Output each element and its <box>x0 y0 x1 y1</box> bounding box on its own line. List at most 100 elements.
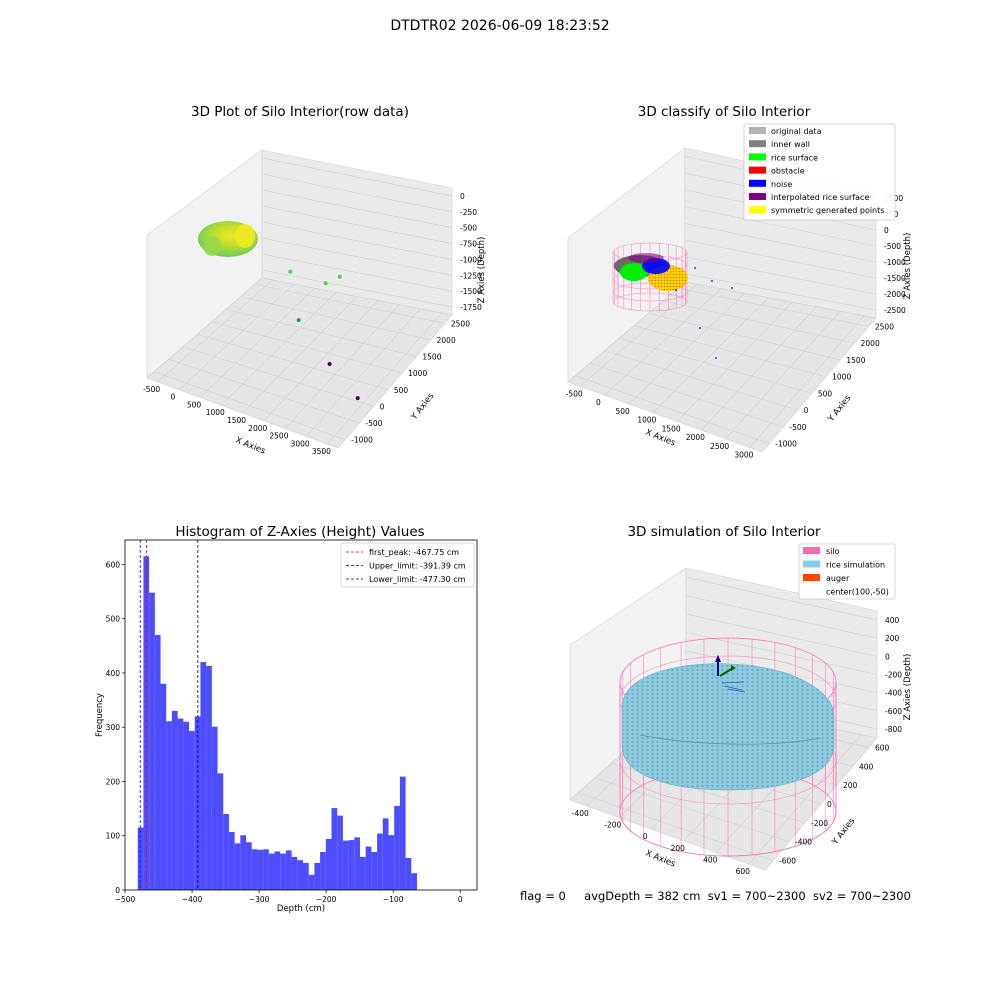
hist-legend-label: first_peak: -467.75 cm <box>369 548 459 557</box>
hist-bar <box>189 731 195 890</box>
classify-z-tick: -500 <box>884 242 901 251</box>
hist-xlabel: Depth (cm) <box>277 904 325 914</box>
hist-bar <box>183 721 190 890</box>
simulation-title: 3D simulation of Silo Interior <box>627 524 821 540</box>
raw-xlabel: X Axies <box>234 436 267 457</box>
classify-x-tick: 500 <box>615 407 630 416</box>
simulation-y-tick: 0 <box>827 800 832 809</box>
simulation-legend: silo rice simulation auger center(100,-50) <box>798 543 896 600</box>
raw-outlier-point <box>288 269 293 274</box>
raw-x-tick: 2500 <box>269 432 288 441</box>
raw-x-tick: 3500 <box>312 447 331 456</box>
simulation-z-tick: -400 <box>885 689 902 698</box>
panel-histogram: Histogram of Z-Axies (Height) Values −50… <box>95 524 478 914</box>
hist-bar <box>371 852 378 890</box>
hist-bar <box>342 840 349 890</box>
hist-bar <box>228 831 235 890</box>
raw-y-tick: 1000 <box>408 369 427 378</box>
classify-legend-label: noise <box>771 180 792 189</box>
raw-z-tick: 0 <box>460 192 465 201</box>
classify-x-tick: 1000 <box>637 416 656 425</box>
classify-y-tick: 2000 <box>861 339 880 348</box>
raw-x-tick: 1000 <box>206 408 225 417</box>
hist-bar <box>354 837 360 890</box>
simulation-x-tick: 400 <box>703 856 718 865</box>
classify-x-tick: 1500 <box>662 424 681 433</box>
hist-x-tick: −500 <box>115 895 136 904</box>
classify-legend-swatch <box>749 166 766 174</box>
simulation-y-tick: 600 <box>875 743 890 752</box>
classify-legend-label: rice surface <box>771 153 818 162</box>
status-sv2: sv2 = 700~2300 <box>812 889 911 903</box>
hist-bar <box>337 815 343 890</box>
classify-legend: original data inner wall rice surface obsta… <box>743 123 896 221</box>
hist-legend-label: Upper_limit: -391.39 cm <box>369 562 466 571</box>
hist-bar <box>194 716 201 890</box>
hist-bar <box>137 827 144 890</box>
simulation-x-tick: 200 <box>671 844 686 853</box>
hist-bar <box>405 857 412 890</box>
hist-y-tick: 0 <box>115 886 120 895</box>
classify-y-tick: 0 <box>804 406 809 415</box>
hist-bar <box>325 838 332 890</box>
simulation-y-tick: -600 <box>779 857 796 866</box>
hist-bar <box>251 849 258 890</box>
classify-noise-point <box>694 267 696 269</box>
hist-bar <box>166 721 172 890</box>
raw-z-tick: -500 <box>460 224 477 233</box>
hist-bar <box>171 710 178 890</box>
raw-x-tick: 2000 <box>248 424 267 433</box>
classify-title: 3D classify of Silo Interior <box>638 104 811 120</box>
classify-legend-swatch <box>749 140 766 148</box>
hist-bar <box>149 592 155 890</box>
classify-x-tick: 2000 <box>686 433 705 442</box>
hist-x-tick: −200 <box>316 895 337 904</box>
simulation-y-tick: -400 <box>795 838 812 847</box>
classify-z-tick: -2500 <box>884 306 906 315</box>
hist-bar <box>308 874 315 890</box>
simulation-y-tick: -200 <box>811 819 828 828</box>
raw-y-tick: 0 <box>380 402 385 411</box>
hist-y-tick: 400 <box>106 669 121 678</box>
hist-bar <box>200 662 207 890</box>
hist-bar <box>211 726 218 890</box>
hist-frame <box>124 539 478 891</box>
hist-legend-label: Lower_limit: -477.30 cm <box>369 575 466 584</box>
simulation-z-tick: -600 <box>885 707 902 716</box>
raw-z-tick: -1000 <box>460 255 482 264</box>
classify-noise-point <box>711 280 713 282</box>
hist-bar <box>291 856 298 890</box>
simulation-legend-label: center(100,-50) <box>826 588 889 597</box>
hist-y-tick: 300 <box>106 723 121 732</box>
simulation-legend-label: silo <box>826 547 840 556</box>
raw-y-tick: 1500 <box>422 353 441 362</box>
simulation-auger <box>715 655 746 693</box>
simulation-legend-swatch <box>803 560 820 568</box>
hist-bar <box>365 846 372 890</box>
classify-legend-swatch <box>749 153 766 161</box>
simulation-x-tick: -400 <box>572 809 589 818</box>
hist-bar <box>388 835 395 890</box>
simulation-zlabel: Z Axies (Depth) <box>903 654 913 721</box>
classify-y-tick: 1500 <box>846 356 865 365</box>
classify-legend-swatch <box>749 193 766 200</box>
hist-bar <box>177 718 184 890</box>
simulation-x-tick: 0 <box>643 832 648 841</box>
status-avg-depth: avgDepth = 382 cm <box>584 889 701 903</box>
simulation-rice-surface <box>621 663 835 791</box>
simulation-x-tick: 600 <box>736 867 751 876</box>
hist-bar <box>320 852 326 890</box>
raw-x-tick: 0 <box>170 393 175 402</box>
classify-x-tick: -500 <box>566 389 583 398</box>
raw-x-tick: -500 <box>143 385 160 394</box>
hist-bar <box>206 665 212 890</box>
classify-y-tick: 2500 <box>875 322 894 331</box>
hist-bar <box>394 805 400 890</box>
raw-outlier-point <box>296 318 301 323</box>
hist-bar <box>348 840 355 890</box>
status-flag: flag = 0 <box>520 889 566 903</box>
simulation-x-tick: -200 <box>604 821 621 830</box>
hist-bar <box>303 862 309 890</box>
classify-legend-label: obstacle <box>771 167 805 176</box>
classify-legend-label: inner wall <box>771 140 810 149</box>
